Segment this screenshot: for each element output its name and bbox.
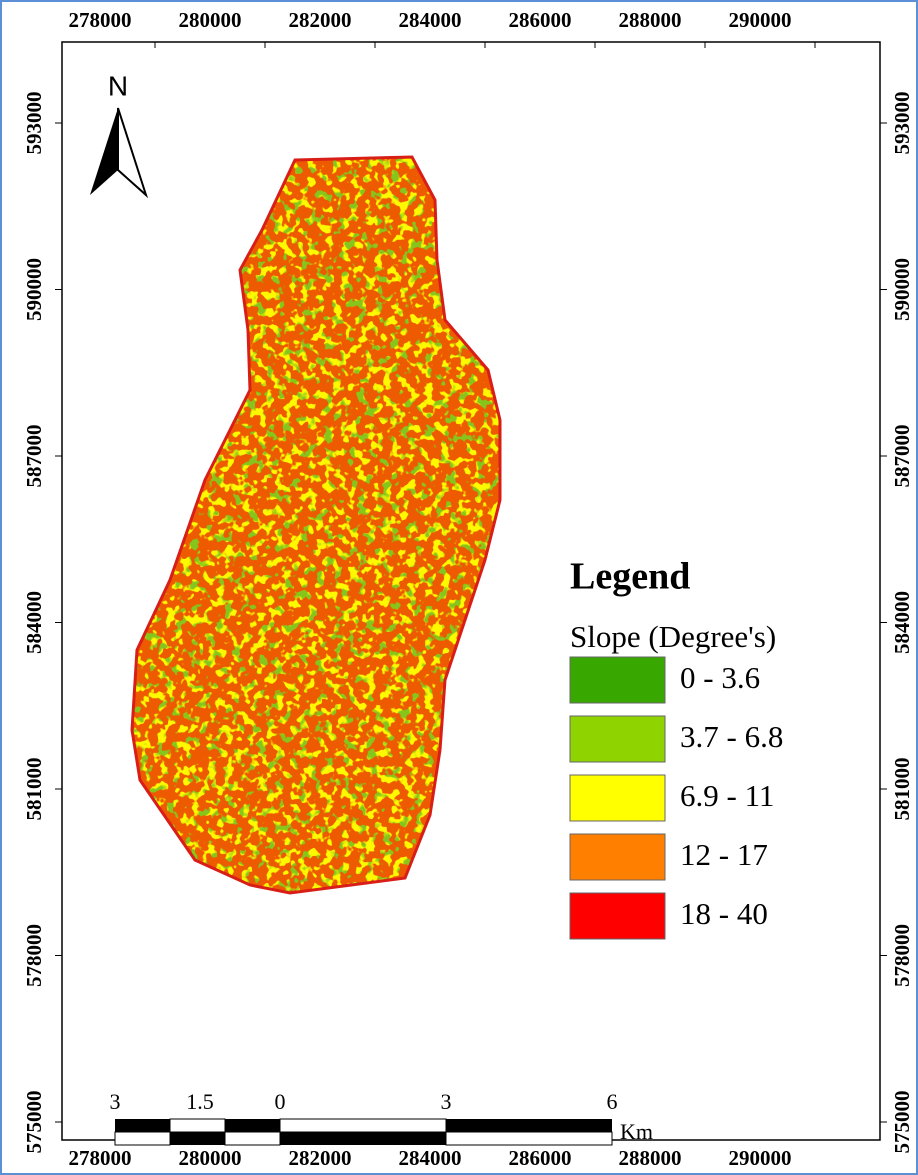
northing-label: 590000 xyxy=(22,258,46,321)
legend-subtitle: Slope (Degree's) xyxy=(570,619,776,654)
easting-label: 290000 xyxy=(729,1146,792,1170)
northing-label: 575000 xyxy=(22,1091,46,1154)
scale-block xyxy=(225,1119,280,1132)
legend-label: 3.7 - 6.8 xyxy=(680,719,783,754)
north-label: N xyxy=(108,70,128,101)
scale-label: 1.5 xyxy=(186,1089,214,1114)
scale-block xyxy=(225,1132,280,1145)
scale-block xyxy=(446,1119,612,1132)
easting-label: 284000 xyxy=(399,1146,462,1170)
northing-label: 593000 xyxy=(890,92,914,155)
scale-block xyxy=(170,1132,225,1145)
legend-label: 6.9 - 11 xyxy=(680,778,774,813)
easting-label: 286000 xyxy=(509,1146,572,1170)
northing-label: 587000 xyxy=(22,425,46,488)
northing-label: 581000 xyxy=(22,758,46,821)
northing-label: 575000 xyxy=(890,1091,914,1154)
easting-label: 280000 xyxy=(179,8,242,32)
page: {"map": { "easting_labels": [278000, 280… xyxy=(0,0,918,1175)
easting-label: 288000 xyxy=(619,1146,682,1170)
legend-title: Legend xyxy=(570,556,690,598)
scale-block xyxy=(170,1119,225,1132)
scale-label: 6 xyxy=(607,1089,618,1114)
scale-bar: Km xyxy=(115,1119,653,1145)
scale-block xyxy=(115,1119,170,1132)
scale-block xyxy=(280,1119,446,1132)
northing-label: 587000 xyxy=(890,425,914,488)
northing-label: 584000 xyxy=(890,591,914,654)
map-layout: N Km Legend Slope (Degree's) 278000 27800… xyxy=(0,0,918,1175)
easting-label: 282000 xyxy=(289,1146,352,1170)
easting-label: 280000 xyxy=(179,1146,242,1170)
legend-swatch xyxy=(570,893,665,939)
northing-label: 590000 xyxy=(890,258,914,321)
scale-block xyxy=(115,1132,170,1145)
scale-block xyxy=(280,1132,446,1145)
legend-label: 0 - 3.6 xyxy=(680,660,760,695)
legend-swatch xyxy=(570,716,665,762)
legend-label: 18 - 40 xyxy=(680,896,768,931)
northing-label: 581000 xyxy=(890,758,914,821)
scale-label: 3 xyxy=(441,1089,452,1114)
easting-label: 288000 xyxy=(619,8,682,32)
scale-block xyxy=(446,1132,612,1145)
easting-label: 278000 xyxy=(69,1146,132,1170)
legend-label: 12 - 17 xyxy=(680,837,768,872)
easting-label: 278000 xyxy=(69,8,132,32)
easting-label: 290000 xyxy=(729,8,792,32)
legend-swatch xyxy=(570,657,665,703)
northing-label: 584000 xyxy=(22,591,46,654)
easting-label: 282000 xyxy=(289,8,352,32)
scale-unit: Km xyxy=(620,1119,653,1144)
northing-label: 578000 xyxy=(890,924,914,987)
scale-label: 0 xyxy=(275,1089,286,1114)
legend-swatch xyxy=(570,834,665,880)
easting-label: 286000 xyxy=(509,8,572,32)
easting-label: 284000 xyxy=(399,8,462,32)
scale-label: 3 xyxy=(110,1089,121,1114)
legend-swatch xyxy=(570,775,665,821)
northing-label: 593000 xyxy=(22,92,46,155)
northing-label: 578000 xyxy=(22,924,46,987)
